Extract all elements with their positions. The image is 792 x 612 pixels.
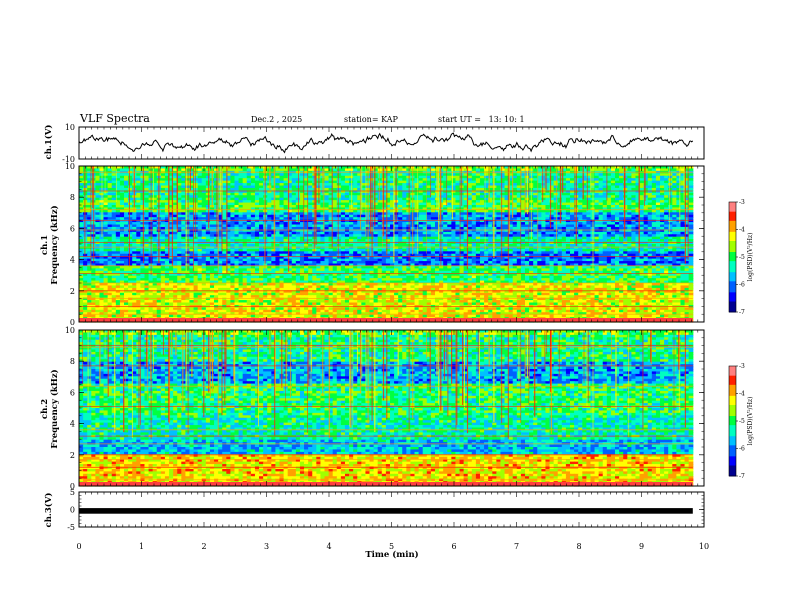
ch3-waveform-tick-label: -5: [67, 523, 75, 532]
spectrogram-ch1-image: [79, 166, 693, 323]
time-tick-label: 3: [264, 542, 269, 551]
time-tick-label: 9: [639, 542, 644, 551]
ch2-spectrogram-tick-label: 6: [70, 388, 75, 397]
ch1-waveform-ylabel: ch.1(V): [43, 125, 54, 160]
colorbar-tick-label: -4: [739, 391, 745, 398]
time-tick-label: 5: [389, 542, 394, 551]
ch2-spectrogram-tick-label: 4: [70, 420, 75, 429]
ch2-spectrogram-tick-label: 2: [70, 451, 75, 460]
ch3-waveform-tick-label: 5: [70, 488, 75, 497]
ch1-waveform-tick-label: 10: [65, 123, 75, 132]
colorbar-tick-label: -7: [739, 473, 745, 480]
header: VLF Spectra Dec.2 , 2025 station= KAP st…: [79, 112, 525, 125]
ch1-spectrogram-tick-label: 2: [70, 287, 75, 296]
ch2-colorbar: -3 -4 -5 -6 -7 log(PSD)(V²/Hz): [729, 363, 754, 480]
time-tick-label: 4: [326, 542, 331, 551]
date-label: Dec.2 , 2025: [251, 115, 302, 124]
ch1-spectrogram-panel: ch.1Frequency (kHz): [40, 205, 60, 284]
colorbar-tick-label: -4: [739, 227, 745, 234]
ch1-spectrogram-tick-label: 10: [65, 162, 75, 171]
time-tick-label: 2: [201, 542, 206, 551]
colorbar-label: log(PSD)(V²/Hz): [747, 233, 754, 282]
time-tick-label: 7: [514, 542, 519, 551]
time-tick-label: 1: [139, 542, 144, 551]
low-frequency-band: [79, 318, 693, 322]
ch1-colorbar: -3 -4 -5 -6 -7 log(PSD)(V²/Hz): [729, 199, 754, 316]
colorbar-tick-label: -3: [739, 199, 745, 206]
ch1-spectrogram-tick-label: 8: [70, 193, 75, 202]
ch1-waveform-trace: [79, 133, 693, 152]
colorbar-tick-label: -5: [739, 254, 745, 261]
ch1-waveform-panel: ch.1(V): [43, 125, 54, 160]
colorbar-tick-label: -7: [739, 309, 745, 316]
low-frequency-band: [79, 482, 693, 486]
ch3-waveform-ylabel: ch.3(V): [43, 493, 54, 528]
colorbar-tick-label: -3: [739, 363, 745, 370]
ch3-waveform-panel: ch.3(V): [43, 493, 54, 528]
time-tick-label: 0: [76, 542, 81, 551]
colorbar-tick-label: -6: [739, 282, 745, 289]
ch1-spectrogram-tick-label: 6: [70, 224, 75, 233]
vlf-figure: VLF Spectra Dec.2 , 2025 station= KAP st…: [0, 0, 792, 612]
time-tick-label: 8: [576, 542, 581, 551]
start-time-label: start UT = 13: 10: 1: [438, 115, 525, 124]
spectrogram-ch2-image: [79, 330, 693, 487]
ch2-spectrogram-tick-label: 8: [70, 357, 75, 366]
colorbar-tick-label: -6: [739, 446, 745, 453]
ch1-spectrogram-ylabel: ch.1Frequency (kHz): [40, 205, 60, 284]
ch3-waveform-trace: [79, 508, 693, 514]
station-label: station= KAP: [344, 115, 399, 124]
ch2-spectrogram-panel: ch.2Frequency (kHz): [40, 369, 60, 448]
ch1-spectrogram-tick-label: 4: [70, 256, 75, 265]
time-tick-label: 6: [451, 542, 456, 551]
colorbar-tick-label: -5: [739, 418, 745, 425]
time-tick-label: 10: [699, 542, 709, 551]
figure-title: VLF Spectra: [79, 112, 150, 125]
colorbar-label: log(PSD)(V²/Hz): [747, 397, 754, 446]
ch3-waveform-tick-label: 0: [70, 506, 75, 515]
ch2-spectrogram-ylabel: ch.2Frequency (kHz): [40, 369, 60, 448]
ch2-spectrogram-tick-label: 10: [65, 326, 75, 335]
